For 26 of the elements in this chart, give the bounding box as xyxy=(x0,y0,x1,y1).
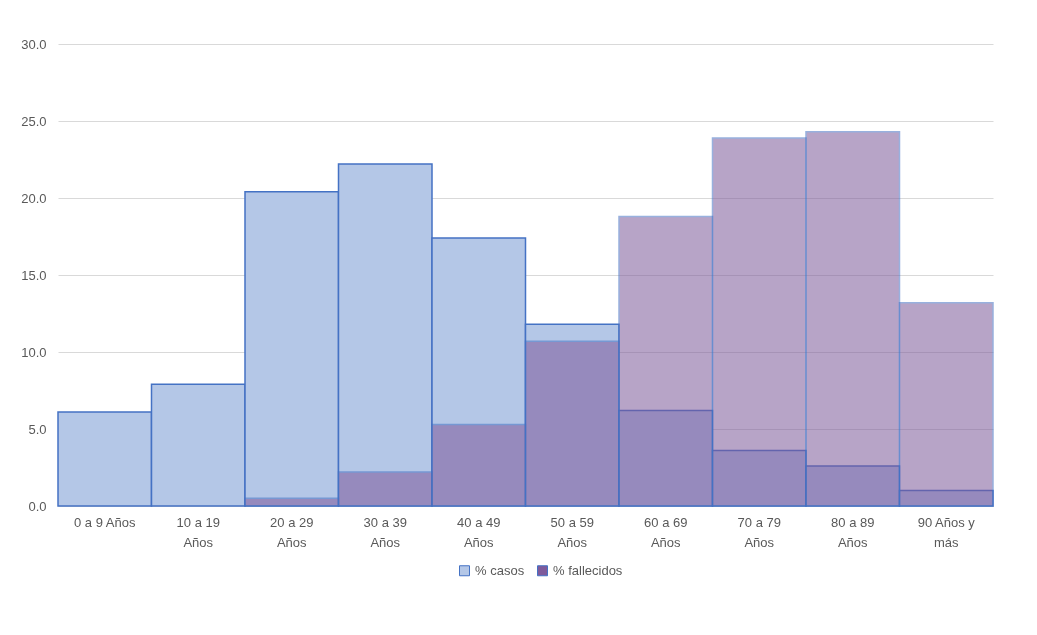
legend-label: % fallecidos xyxy=(553,562,623,578)
bar xyxy=(898,301,994,507)
bar xyxy=(244,497,340,507)
x-tick-label: 90 Años y más xyxy=(917,514,976,550)
y-tick-label: 15.0 xyxy=(21,267,47,283)
x-tick-label: 10 a 19 Años xyxy=(176,514,220,550)
x-tick-label: 40 a 49 Años xyxy=(457,514,501,550)
bar xyxy=(431,423,527,507)
x-tick-label: 0 a 9 Años xyxy=(74,514,136,530)
y-tick-label: 20.0 xyxy=(21,190,47,206)
bar xyxy=(711,137,807,507)
y-tick-label: 30.0 xyxy=(21,36,47,52)
legend-label: % casos xyxy=(475,562,525,578)
bar xyxy=(337,471,433,507)
y-tick-label: 25.0 xyxy=(21,113,47,129)
bar xyxy=(618,215,714,507)
x-tick-label: 30 a 39 Años xyxy=(363,514,407,550)
y-tick-label: 10.0 xyxy=(21,344,47,360)
y-tick-label: 5.0 xyxy=(28,421,47,437)
x-tick-label: 80 a 89 Años xyxy=(831,514,875,550)
x-tick-label: 50 a 59 Años xyxy=(550,514,594,550)
y-tick-label: 0.0 xyxy=(28,498,47,514)
x-tick-label: 70 a 79 Años xyxy=(737,514,781,550)
bar xyxy=(805,131,901,507)
x-tick-label: 20 a 29 Años xyxy=(270,514,314,550)
x-tick-label: 60 a 69 Años xyxy=(644,514,688,550)
